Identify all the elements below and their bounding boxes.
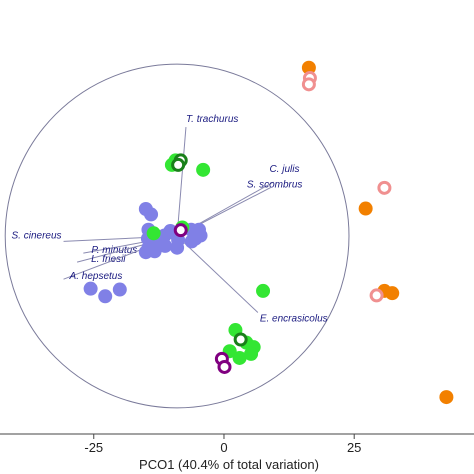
species-vector-label: S. cinereus xyxy=(12,230,62,241)
species-vector-line xyxy=(177,127,186,236)
sample-point-filled xyxy=(98,289,112,303)
sample-point-filled xyxy=(147,226,161,240)
sample-point-filled xyxy=(256,284,270,298)
species-vector-label: L. friesii xyxy=(91,254,126,265)
sample-point-filled xyxy=(439,390,453,404)
species-vector-label: C. julis xyxy=(269,164,299,175)
sample-point-filled xyxy=(185,234,199,248)
x-tick-label: 25 xyxy=(347,440,361,455)
sample-point-open xyxy=(379,182,390,193)
x-tick-label: 0 xyxy=(220,440,227,455)
species-vector-label: A. hepsetus xyxy=(69,271,123,282)
x-axis: -25 0 25 xyxy=(0,434,474,455)
sample-point-open xyxy=(175,225,186,236)
sample-point-filled xyxy=(244,347,258,361)
x-tick-label: -25 xyxy=(84,440,103,455)
sample-points-layer xyxy=(84,61,454,404)
sample-point-filled xyxy=(359,202,373,216)
x-axis-title: PCO1 (40.4% of total variation) xyxy=(139,457,319,472)
species-vector-label: E. encrasicolus xyxy=(260,314,328,325)
sample-point-open xyxy=(303,79,314,90)
species-vectors-layer: T. trachurus C. julis S. scombrus S. cinere… xyxy=(12,114,328,324)
sample-point-open xyxy=(371,290,382,301)
sample-point-open xyxy=(219,361,230,372)
sample-point-filled xyxy=(84,282,98,296)
sample-point-open xyxy=(235,334,246,345)
sample-point-filled xyxy=(170,241,184,255)
sample-point-open xyxy=(173,159,184,170)
sample-point-filled xyxy=(113,283,127,297)
sample-point-filled xyxy=(144,207,158,221)
species-vector-label: S. scombrus xyxy=(247,179,303,190)
sample-point-filled xyxy=(139,245,153,259)
species-vector-label: T. trachurus xyxy=(186,114,238,125)
sample-point-filled xyxy=(196,163,210,177)
